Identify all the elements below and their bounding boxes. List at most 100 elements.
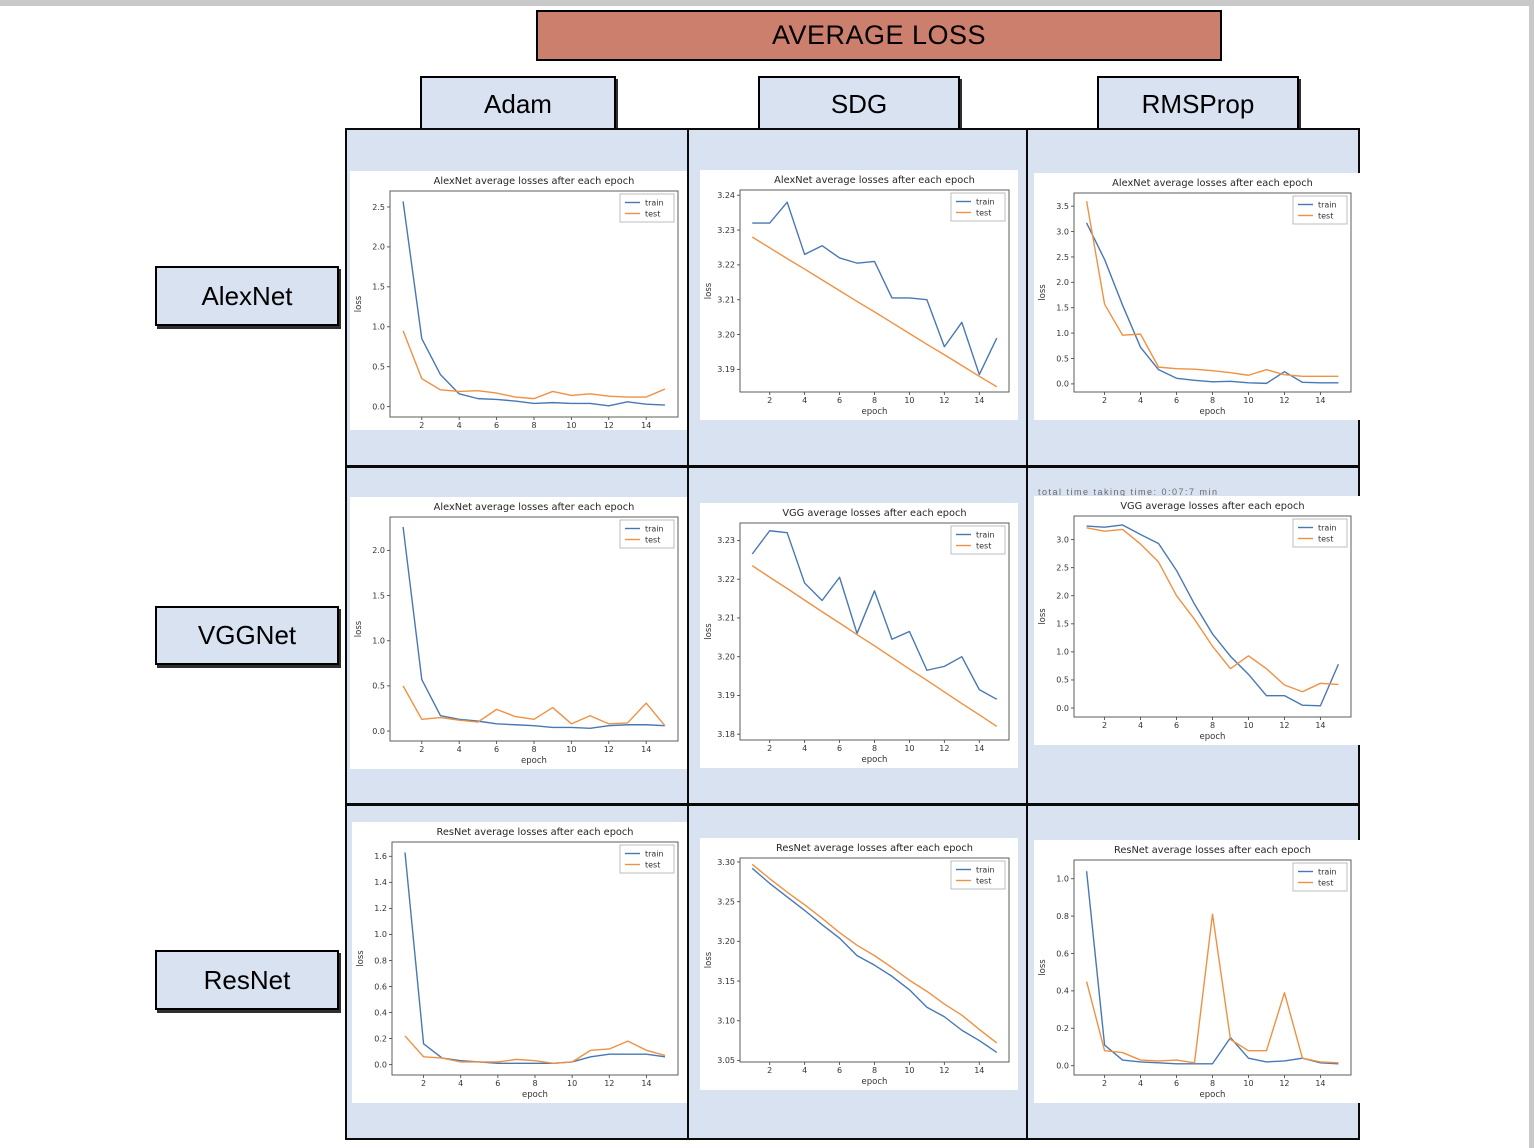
svg-text:3.15: 3.15 [717, 977, 735, 986]
svg-text:14: 14 [974, 396, 984, 405]
svg-text:4: 4 [802, 396, 807, 405]
chart-alexnet-sdg: AlexNet average losses after each epoch 3… [700, 170, 1018, 420]
svg-text:3.21: 3.21 [717, 614, 735, 623]
chart-resnet-adam: ResNet average losses after each epoch 0.… [352, 822, 687, 1103]
row-header-label: AlexNet [201, 280, 293, 311]
svg-text:1.5: 1.5 [1056, 304, 1069, 313]
svg-text:0.5: 0.5 [1056, 354, 1069, 363]
svg-text:6: 6 [1174, 396, 1179, 405]
svg-text:6: 6 [1174, 721, 1179, 730]
svg-text:loss: loss [1038, 284, 1048, 301]
chart-alexnet-adam: AlexNet average losses after each epoch 0… [350, 171, 687, 430]
svg-text:10: 10 [1243, 721, 1253, 730]
svg-text:8: 8 [872, 396, 877, 405]
chart-vggnet-sdg: VGG average losses after each epoch 3.18 3… [700, 503, 1018, 768]
svg-text:ResNet average losses after ea: ResNet average losses after each epoch [776, 843, 973, 854]
svg-text:12: 12 [939, 1066, 949, 1075]
svg-text:2: 2 [767, 396, 772, 405]
column-header-label: Adam [484, 88, 552, 119]
clipped-log-caption: total time taking time: 0:07:7 min [1038, 488, 1219, 496]
svg-text:10: 10 [567, 1079, 577, 1088]
svg-text:3.22: 3.22 [717, 575, 735, 584]
svg-text:1.0: 1.0 [372, 637, 385, 646]
window-edge-right [1529, 0, 1534, 1148]
svg-text:3.10: 3.10 [717, 1017, 735, 1026]
svg-text:train: train [645, 198, 664, 207]
table-divider-horizontal [347, 803, 1358, 806]
svg-text:10: 10 [1243, 396, 1253, 405]
chart-resnet-rmsprop: ResNet average losses after each epoch 0.… [1034, 840, 1360, 1103]
svg-text:0.0: 0.0 [374, 1060, 387, 1069]
column-header-adam: Adam [420, 76, 616, 132]
svg-text:2.5: 2.5 [372, 203, 385, 212]
svg-text:test: test [976, 541, 991, 550]
svg-text:3.20: 3.20 [717, 652, 735, 661]
svg-text:3.18: 3.18 [717, 730, 735, 739]
svg-text:epoch: epoch [862, 755, 888, 765]
svg-text:VGG average losses after each: VGG average losses after each epoch [782, 508, 966, 519]
svg-text:0.0: 0.0 [1056, 380, 1069, 389]
svg-text:1.0: 1.0 [372, 323, 385, 332]
svg-text:3.05: 3.05 [717, 1056, 735, 1065]
svg-text:1.2: 1.2 [374, 904, 387, 913]
svg-text:AlexNet average losses after e: AlexNet average losses after each epoch [1112, 178, 1313, 189]
svg-text:1.6: 1.6 [374, 852, 387, 861]
svg-text:3.23: 3.23 [717, 226, 735, 235]
svg-text:epoch: epoch [1200, 732, 1226, 742]
svg-text:train: train [976, 197, 995, 206]
svg-text:test: test [1318, 878, 1333, 887]
svg-text:0.5: 0.5 [1056, 676, 1069, 685]
svg-text:3.19: 3.19 [717, 691, 735, 700]
svg-text:2.0: 2.0 [372, 546, 385, 555]
svg-text:loss: loss [354, 295, 364, 312]
svg-text:epoch: epoch [1200, 407, 1226, 417]
svg-text:10: 10 [1243, 1079, 1253, 1088]
column-header-rmsprop: RMSProp [1097, 76, 1299, 132]
svg-text:test: test [645, 209, 660, 218]
svg-text:epoch: epoch [522, 1090, 548, 1100]
svg-text:test: test [1318, 534, 1333, 543]
svg-text:0.8: 0.8 [1056, 912, 1069, 921]
row-header-vggnet: VGGNet [155, 606, 339, 665]
svg-text:loss: loss [704, 951, 714, 968]
svg-text:loss: loss [704, 623, 714, 640]
svg-text:6: 6 [494, 745, 499, 754]
table-divider-vertical [1026, 130, 1028, 1138]
svg-text:1.5: 1.5 [372, 283, 385, 292]
chart-alexnet-rmsprop: AlexNet average losses after each epoch 0… [1034, 173, 1360, 420]
window-edge-top [0, 0, 1534, 6]
svg-text:AlexNet average losses after e: AlexNet average losses after each epoch [434, 502, 635, 513]
svg-text:1.0: 1.0 [1056, 648, 1069, 657]
svg-text:14: 14 [974, 1066, 984, 1075]
svg-text:4: 4 [457, 421, 462, 430]
svg-text:loss: loss [1038, 608, 1048, 625]
svg-text:loss: loss [356, 950, 366, 967]
svg-text:epoch: epoch [1200, 1090, 1226, 1100]
svg-text:test: test [645, 535, 660, 544]
svg-text:2.0: 2.0 [1056, 592, 1069, 601]
svg-text:3.25: 3.25 [717, 897, 735, 906]
svg-text:12: 12 [1279, 721, 1289, 730]
svg-text:2: 2 [421, 1079, 426, 1088]
svg-text:0.0: 0.0 [372, 402, 385, 411]
svg-text:test: test [1318, 211, 1333, 220]
svg-text:8: 8 [1210, 1079, 1215, 1088]
svg-text:0.2: 0.2 [1056, 1024, 1069, 1033]
svg-text:3.0: 3.0 [1056, 535, 1069, 544]
svg-text:test: test [645, 860, 660, 869]
svg-text:AlexNet average losses after e: AlexNet average losses after each epoch [434, 176, 635, 187]
svg-text:test: test [976, 208, 991, 217]
svg-text:1.5: 1.5 [372, 591, 385, 600]
svg-text:AlexNet average losses after e: AlexNet average losses after each epoch [774, 175, 975, 186]
row-header-alexnet: AlexNet [155, 266, 339, 326]
svg-text:2: 2 [1102, 1079, 1107, 1088]
svg-text:2: 2 [767, 744, 772, 753]
svg-text:14: 14 [1315, 396, 1325, 405]
svg-text:4: 4 [1138, 1079, 1143, 1088]
svg-text:6: 6 [495, 1079, 500, 1088]
svg-text:train: train [976, 530, 995, 539]
svg-text:1.0: 1.0 [1056, 874, 1069, 883]
svg-text:6: 6 [837, 396, 842, 405]
row-header-label: ResNet [203, 964, 291, 995]
svg-text:12: 12 [604, 1079, 614, 1088]
